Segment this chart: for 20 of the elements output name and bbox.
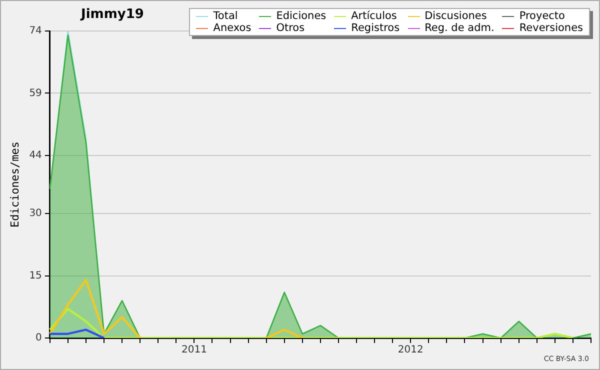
x-tick-label: 2011 bbox=[181, 344, 207, 356]
y-tick-label: 74 bbox=[29, 26, 42, 37]
y-tick-label: 30 bbox=[29, 208, 42, 220]
x-tick-label: 2012 bbox=[398, 344, 424, 356]
legend-label: Reversiones bbox=[518, 22, 583, 34]
chart-title: Jimmy19 bbox=[81, 7, 144, 22]
y-tick-label: 0 bbox=[36, 332, 42, 344]
y-tick-label: 44 bbox=[29, 150, 42, 162]
legend-label: Proyecto bbox=[518, 10, 566, 22]
y-tick-label: 15 bbox=[29, 270, 42, 282]
legend-label: Discusiones bbox=[424, 10, 488, 22]
legend-label: Anexos bbox=[212, 22, 252, 34]
legend-label: Total bbox=[212, 10, 239, 22]
legend-label: Reg. de adm. bbox=[424, 22, 494, 34]
legend-label: Ediciones bbox=[275, 10, 326, 22]
y-tick-label: 59 bbox=[29, 88, 42, 99]
legend-label: Otros bbox=[275, 22, 306, 34]
y-axis-title: Ediciones/mes bbox=[8, 141, 22, 228]
legend-label: Artículos bbox=[350, 10, 398, 22]
legend-label: Registros bbox=[350, 22, 400, 34]
